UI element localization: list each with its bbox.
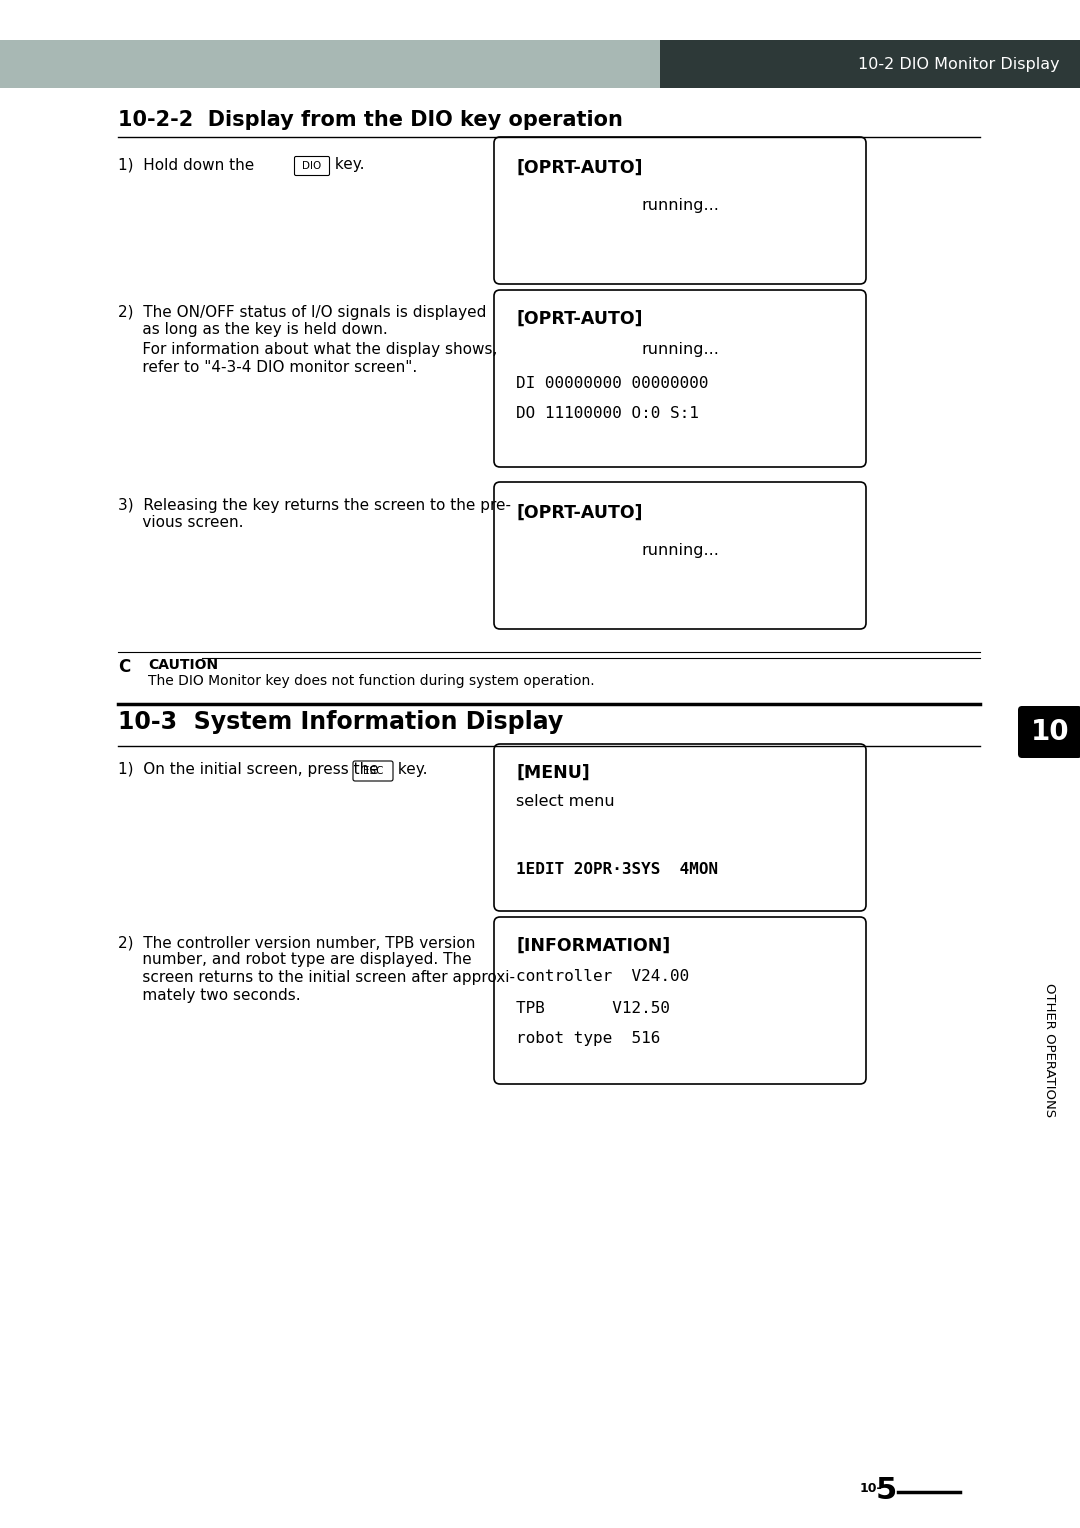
FancyBboxPatch shape (494, 481, 866, 630)
Bar (660, 40, 1080, 89)
Text: running...: running... (642, 199, 719, 212)
Text: refer to "4-3-4 DIO monitor screen".: refer to "4-3-4 DIO monitor screen". (118, 361, 417, 374)
FancyBboxPatch shape (353, 761, 393, 781)
Text: 10-: 10- (860, 1482, 882, 1494)
Text: For information about what the display shows,: For information about what the display s… (118, 342, 498, 358)
Text: vious screen.: vious screen. (118, 515, 243, 530)
Text: DIO: DIO (302, 160, 322, 171)
Text: key.: key. (393, 762, 428, 778)
Text: mately two seconds.: mately two seconds. (118, 989, 300, 1002)
Text: [INFORMATION]: [INFORMATION] (516, 937, 671, 955)
Text: 1EDIT 2OPR·3SYS  4MON: 1EDIT 2OPR·3SYS 4MON (516, 862, 718, 877)
Text: 10-2 DIO Monitor Display: 10-2 DIO Monitor Display (859, 57, 1059, 72)
Text: CAUTION: CAUTION (148, 659, 218, 672)
Text: 3)  Releasing the key returns the screen to the pre-: 3) Releasing the key returns the screen … (118, 498, 511, 513)
FancyBboxPatch shape (494, 138, 866, 284)
FancyBboxPatch shape (295, 156, 329, 176)
Bar (0, 40, 660, 89)
Text: 10: 10 (1030, 718, 1069, 746)
Text: 5: 5 (876, 1476, 897, 1505)
Text: 10-3  System Information Display: 10-3 System Information Display (118, 711, 564, 733)
Text: OTHER OPERATIONS: OTHER OPERATIONS (1043, 983, 1056, 1117)
Text: number, and robot type are displayed. The: number, and robot type are displayed. Th… (118, 952, 472, 967)
Text: [MENU]: [MENU] (516, 764, 590, 782)
Text: [OPRT-AUTO]: [OPRT-AUTO] (516, 504, 643, 523)
Text: running...: running... (642, 542, 719, 558)
Text: select menu: select menu (516, 795, 615, 808)
Text: controller  V24.00: controller V24.00 (516, 969, 689, 984)
FancyBboxPatch shape (494, 917, 866, 1083)
Text: DI 00000000 00000000: DI 00000000 00000000 (516, 376, 708, 391)
Text: as long as the key is held down.: as long as the key is held down. (118, 322, 388, 338)
Text: 1)  Hold down the: 1) Hold down the (118, 157, 254, 173)
Text: screen returns to the initial screen after approxi-: screen returns to the initial screen aft… (118, 970, 515, 986)
Text: 2)  The controller version number, TPB version: 2) The controller version number, TPB ve… (118, 935, 475, 950)
Text: 2)  The ON/OFF status of I/O signals is displayed: 2) The ON/OFF status of I/O signals is d… (118, 306, 486, 319)
Text: ESC: ESC (363, 766, 383, 776)
FancyBboxPatch shape (1018, 706, 1080, 758)
Text: DO 11100000 O:0 S:1: DO 11100000 O:0 S:1 (516, 406, 699, 422)
Text: robot type  516: robot type 516 (516, 1031, 660, 1047)
Text: running...: running... (642, 342, 719, 358)
Text: 1)  On the initial screen, press the: 1) On the initial screen, press the (118, 762, 379, 778)
Text: C: C (118, 659, 131, 675)
Text: The DIO Monitor key does not function during system operation.: The DIO Monitor key does not function du… (148, 674, 595, 688)
Text: [OPRT-AUTO]: [OPRT-AUTO] (516, 159, 643, 177)
Text: 10-2-2  Display from the DIO key operation: 10-2-2 Display from the DIO key operatio… (118, 110, 623, 130)
FancyBboxPatch shape (494, 744, 866, 911)
Text: [OPRT-AUTO]: [OPRT-AUTO] (516, 310, 643, 329)
Text: key.: key. (330, 157, 365, 173)
FancyBboxPatch shape (494, 290, 866, 468)
Text: TPB       V12.50: TPB V12.50 (516, 1001, 670, 1016)
